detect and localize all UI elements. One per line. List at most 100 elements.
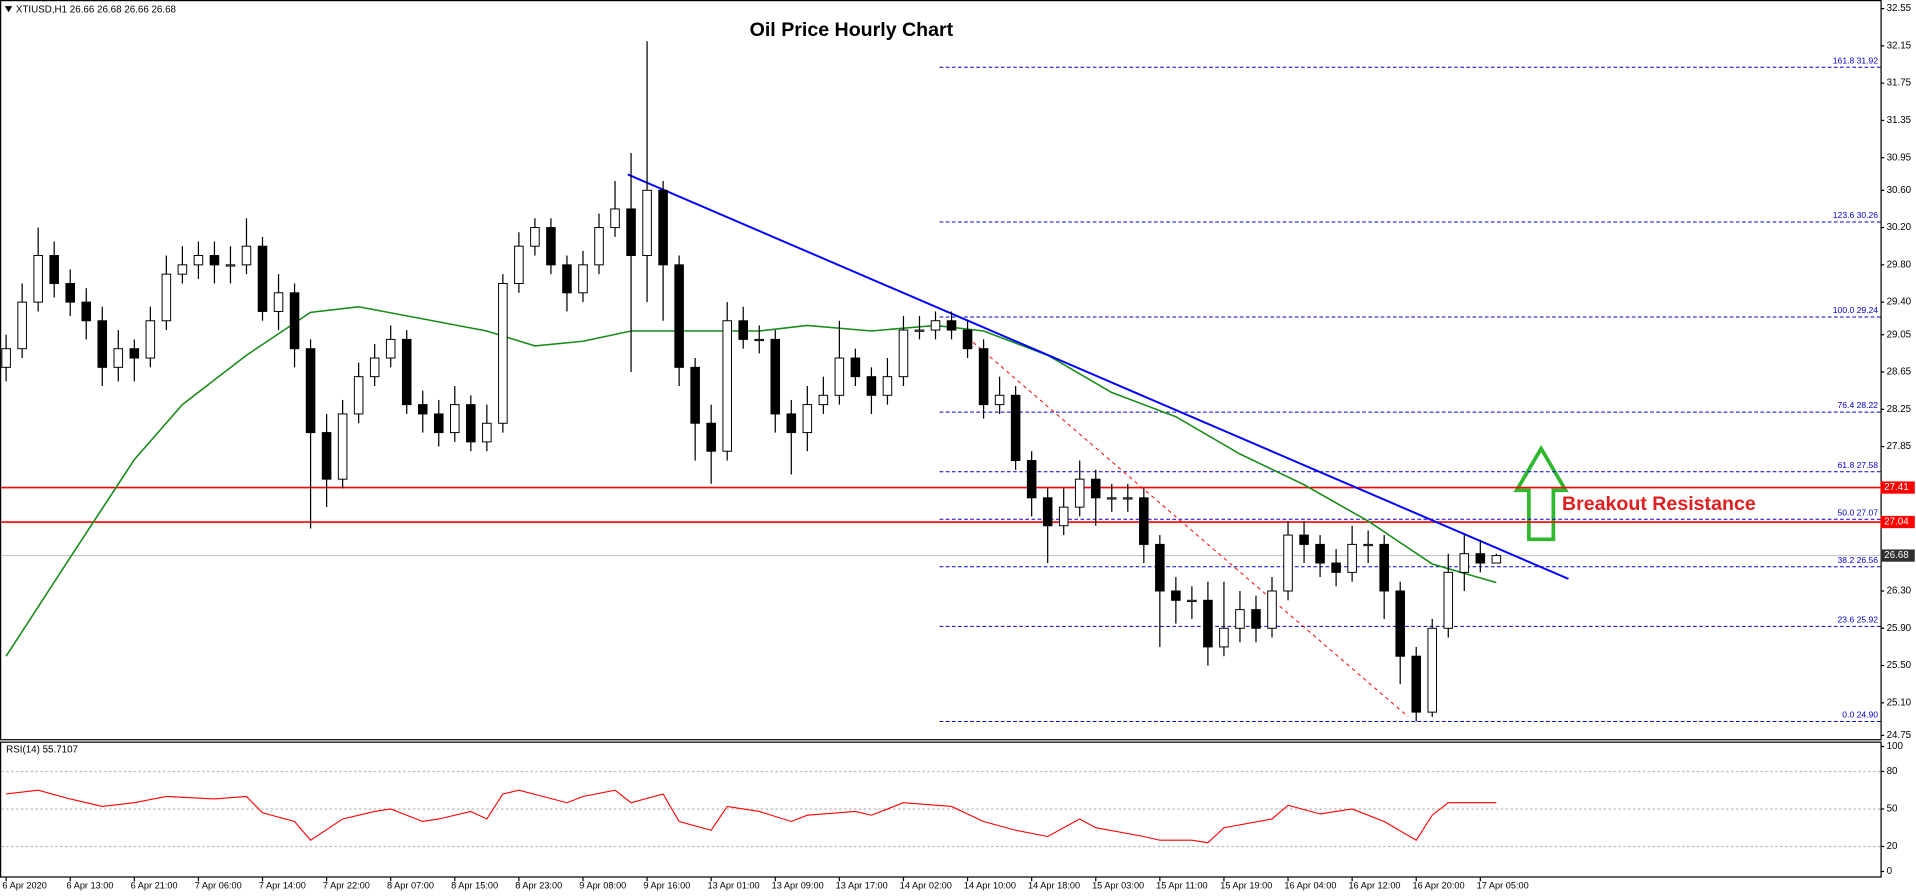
candle-body	[401, 338, 412, 406]
candle-body	[818, 394, 829, 406]
candle-body	[498, 282, 508, 424]
candle-body	[1443, 571, 1454, 629]
candle-body	[914, 329, 925, 332]
y-tick-label: 32.15	[1887, 40, 1912, 51]
price-level-box	[1880, 481, 1915, 494]
candle-body	[1411, 655, 1422, 713]
candle-body	[305, 348, 316, 434]
y-tick-label: 25.50	[1887, 660, 1912, 671]
candle-body	[1203, 599, 1213, 648]
price-level-box	[1880, 515, 1915, 529]
trendline	[967, 337, 1409, 718]
candle-body	[1395, 590, 1405, 657]
candle-body	[962, 329, 973, 350]
x-tick-label: 6 Apr 21:00	[131, 881, 178, 891]
candle-body	[482, 422, 492, 443]
candle-body	[1106, 497, 1117, 500]
y-tick-label: 25.90	[1887, 623, 1912, 634]
candle-body	[850, 357, 861, 378]
y-tick-label: 29.05	[1887, 329, 1912, 340]
candle-body	[898, 329, 909, 378]
rsi-line	[6, 789, 1497, 844]
candle-body	[1379, 543, 1389, 592]
up-arrow	[1513, 444, 1569, 542]
candle-body	[930, 320, 941, 331]
rsi-tick-label: 80	[1887, 766, 1898, 777]
candle-body	[546, 227, 556, 266]
y-tick-label: 30.20	[1887, 222, 1912, 233]
candle-body	[1058, 506, 1069, 527]
y-tick-label: 28.25	[1887, 404, 1912, 415]
candle-body	[1475, 553, 1486, 564]
candle-body	[1042, 497, 1053, 527]
trendline	[627, 173, 1569, 580]
x-tick-label: 7 Apr 22:00	[323, 881, 370, 891]
candle-body	[273, 292, 284, 312]
candle-body	[1331, 562, 1341, 573]
candle-body	[626, 208, 636, 257]
candle-body	[466, 404, 476, 443]
candle-body	[594, 227, 604, 266]
candle-body	[65, 282, 75, 303]
candle-body	[1010, 394, 1021, 462]
x-tick-label: 8 Apr 23:00	[515, 881, 562, 891]
fib-label: 38.2 26.56	[1838, 555, 1879, 565]
y-tick-label: 26.30	[1887, 586, 1912, 597]
candle-body	[754, 338, 765, 342]
x-tick-label: 8 Apr 15:00	[451, 881, 498, 891]
rsi-tick-label: 100	[1887, 741, 1904, 752]
candle-body	[81, 301, 92, 322]
candle-body	[1459, 553, 1470, 573]
candle-body	[1, 348, 11, 368]
candle-body	[321, 432, 332, 480]
candle-body	[1187, 599, 1197, 603]
candle-body	[1139, 497, 1149, 545]
candle-body	[450, 404, 460, 434]
main-panel	[0, 0, 1882, 741]
candle-body	[1347, 543, 1357, 573]
candle-body	[1074, 478, 1085, 508]
symbol-info: XTIUSD,H1 26.66 26.68 26.66 26.68	[16, 4, 177, 15]
candle-body	[562, 264, 572, 294]
candle-body	[353, 376, 364, 415]
candle-body	[1267, 590, 1277, 629]
fib-label: 161.8 31.92	[1833, 55, 1878, 65]
candle-body	[225, 264, 236, 267]
x-tick-label: 17 Apr 05:00	[1477, 881, 1529, 891]
x-tick-label: 9 Apr 16:00	[643, 881, 690, 891]
candle-body	[1155, 543, 1165, 592]
rsi-tick-label: 50	[1887, 804, 1898, 815]
candle-body	[514, 245, 524, 284]
candle-body	[834, 357, 845, 396]
candle-body	[193, 255, 204, 266]
x-tick-label: 14 Apr 10:00	[964, 881, 1016, 891]
candle-body	[690, 366, 700, 424]
y-tick-label: 28.65	[1887, 367, 1912, 378]
candle-body	[578, 264, 588, 294]
fib-label: 0.0 24.90	[1842, 710, 1878, 720]
candle-body	[433, 413, 444, 434]
candle-body	[994, 394, 1005, 406]
candle-body	[642, 189, 652, 257]
y-tick-label: 32.55	[1887, 3, 1912, 14]
candle-body	[17, 301, 27, 350]
candle-body	[1315, 543, 1325, 564]
candle-body	[802, 404, 813, 434]
y-tick-label: 24.75	[1887, 730, 1912, 741]
candle-body	[33, 255, 43, 303]
candle-body	[722, 320, 732, 452]
candle-body	[385, 338, 396, 359]
y-tick-label: 30.60	[1887, 185, 1912, 196]
candle-body	[786, 413, 797, 434]
candle-body	[1363, 543, 1373, 547]
x-tick-label: 16 Apr 12:00	[1348, 881, 1400, 891]
candle-body	[978, 348, 989, 406]
candle-body	[1171, 590, 1181, 601]
x-tick-label: 13 Apr 01:00	[707, 881, 759, 891]
x-tick-label: 15 Apr 03:00	[1092, 881, 1144, 891]
x-tick-label: 16 Apr 20:00	[1413, 881, 1465, 891]
x-tick-label: 15 Apr 11:00	[1156, 881, 1207, 891]
candle-body	[1123, 497, 1133, 500]
fib-label: 76.4 28.22	[1838, 400, 1879, 410]
